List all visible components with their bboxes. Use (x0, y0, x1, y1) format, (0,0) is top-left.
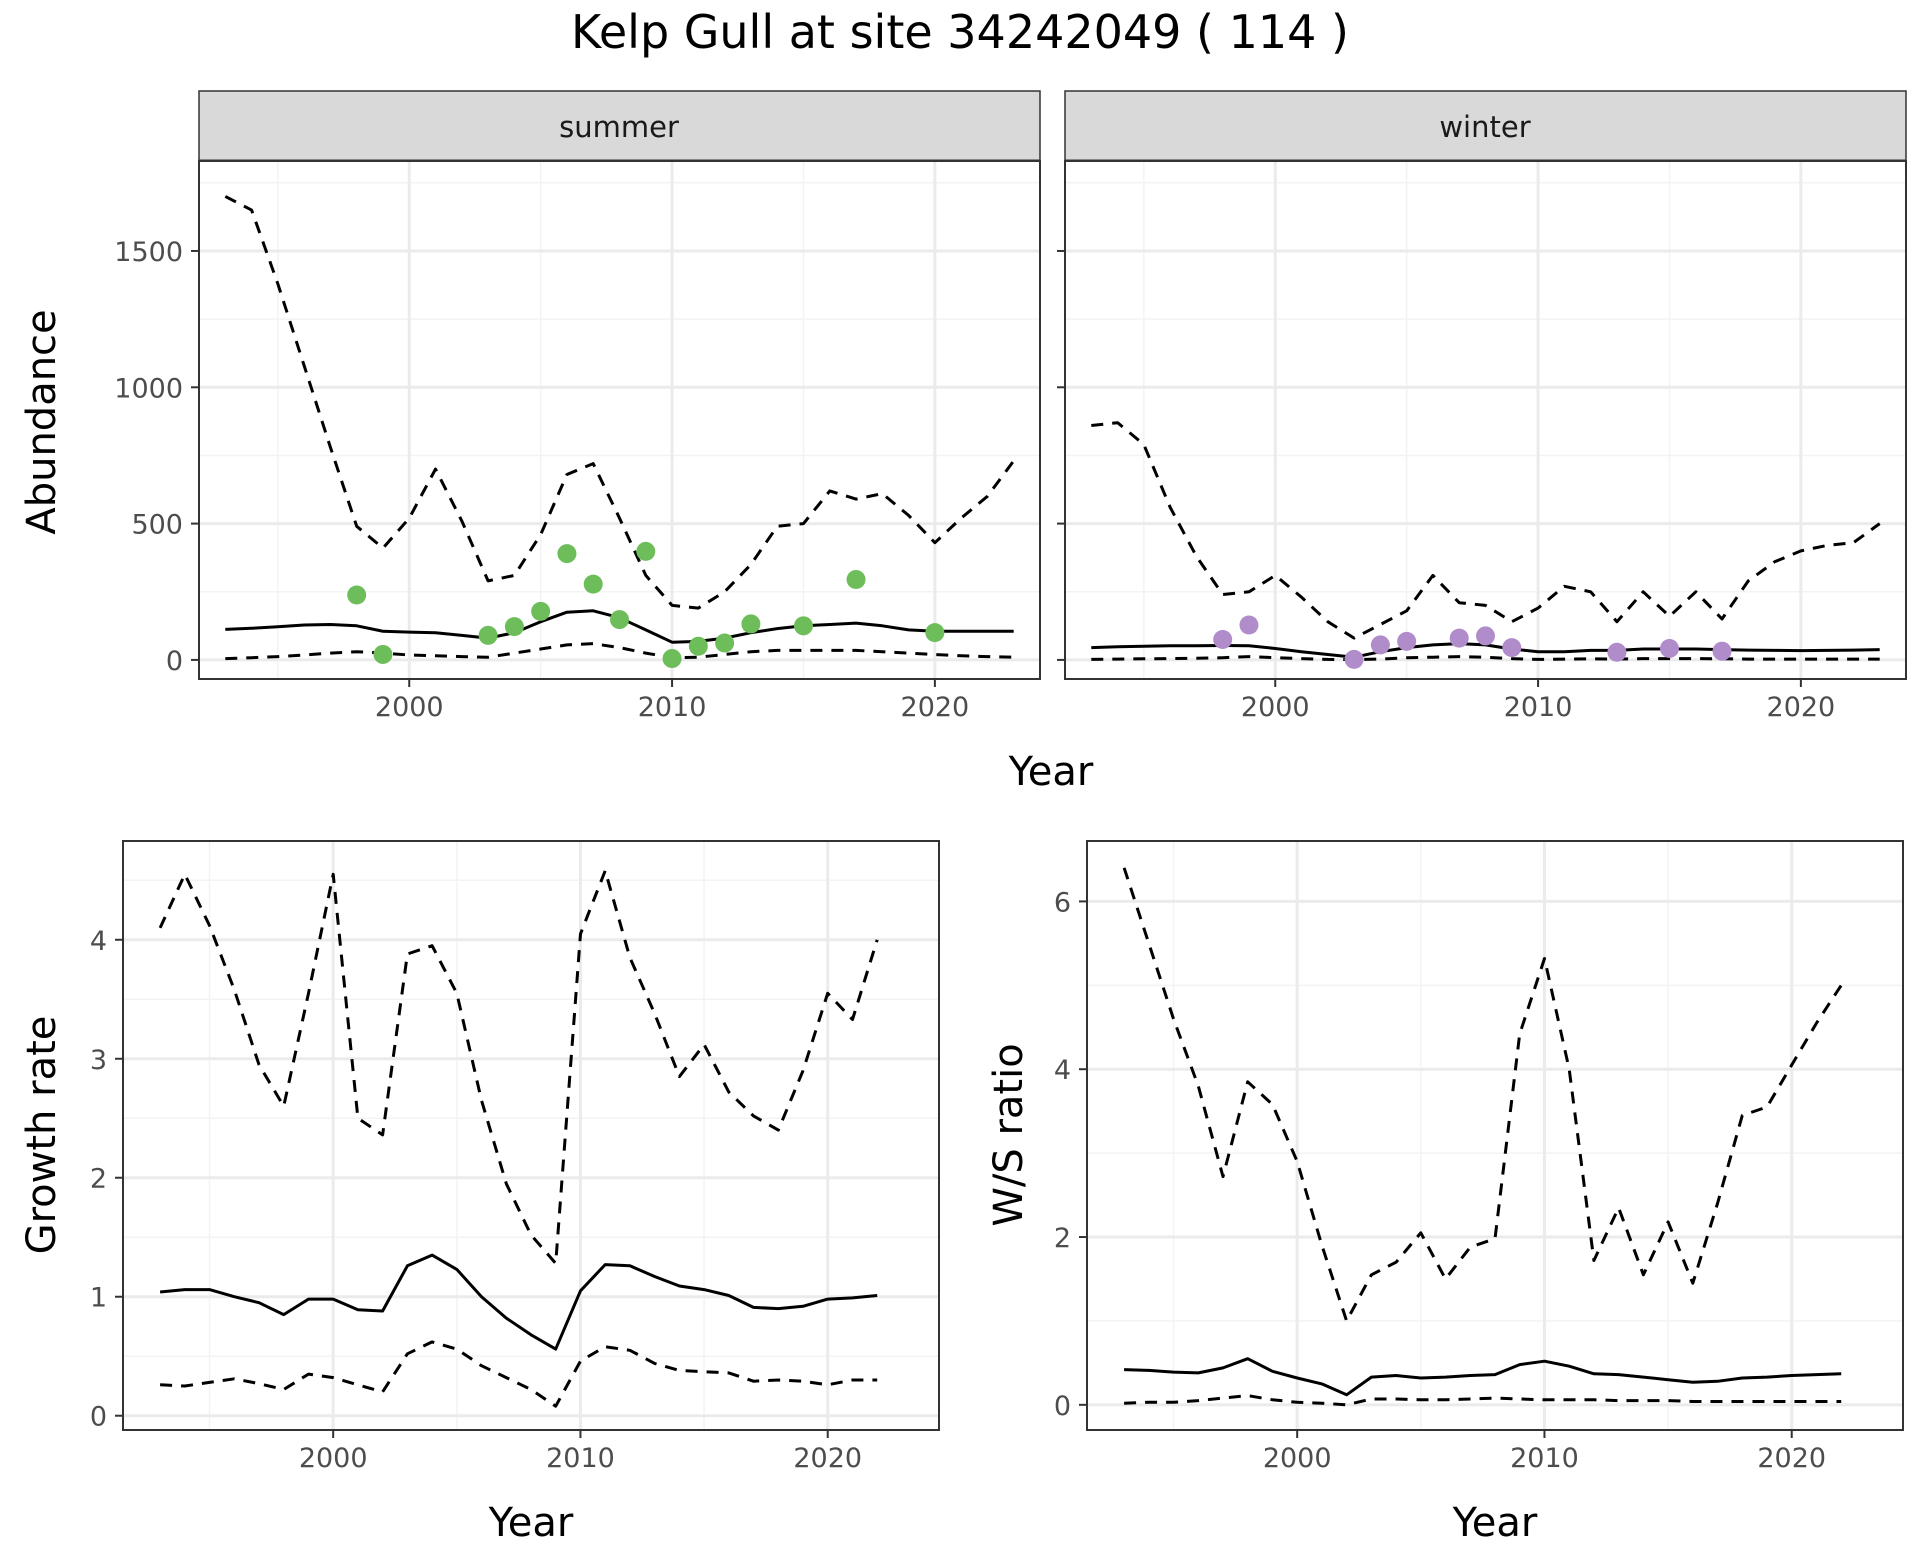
strip-summer-label: summer (559, 110, 679, 144)
summer-observation-point (846, 569, 866, 589)
summer-y-tick-label: 1000 (114, 373, 183, 404)
strip-summer-background (198, 90, 1041, 162)
winter-observation-point (1344, 649, 1364, 669)
winter-observation-point (1370, 635, 1390, 655)
summer-lower-bound-line (225, 642, 1014, 661)
winter-observation-point (1239, 615, 1259, 635)
winter-observation-point (1712, 641, 1732, 661)
summer-observation-point (688, 636, 708, 656)
ws-x-tick-label: 2010 (1510, 1443, 1579, 1474)
winter-observation-point (1502, 638, 1522, 658)
summer-observation-point (636, 541, 656, 561)
winter-upper-bound-line (1091, 421, 1881, 640)
winter-panel-border (1064, 160, 1907, 680)
chart-title: Kelp Gull at site 34242049 ( 114 ) (571, 5, 1349, 59)
winter-lower-bound-line (1091, 655, 1880, 662)
winter-observation-point (1659, 638, 1679, 658)
panel-winter: winter 2000 2010 2020 (1057, 90, 1907, 723)
panel-summer: summer 2000 2010 2020 0 500 1000 1500 (114, 90, 1041, 723)
growth-x-tick-label: 2010 (546, 1443, 615, 1474)
ws-x-tick-label: 2000 (1263, 1443, 1332, 1474)
panel-ws-ratio: 2000 2010 2020 0 2 4 6 Year W/S ratio (986, 840, 1904, 1546)
summer-observation-point (741, 614, 761, 634)
summer-observation-point (583, 574, 603, 594)
top-x-axis-title: Year (1008, 749, 1094, 795)
winter-observation-point (1449, 628, 1469, 648)
winter-observation-point (1397, 631, 1417, 651)
ws-estimate-line (1124, 1357, 1842, 1397)
ws-y-axis-title: W/S ratio (986, 1043, 1032, 1226)
growth-y-tick-label: 3 (90, 1045, 107, 1076)
summer-y-tick-label: 1500 (114, 237, 183, 268)
growth-x-tick-label: 2000 (299, 1443, 368, 1474)
ws-panel-border (1086, 840, 1904, 1431)
growth-y-tick-label: 0 (90, 1402, 107, 1433)
summer-observation-point (925, 623, 945, 643)
strip-winter-background (1064, 90, 1907, 162)
summer-observation-point (531, 601, 551, 621)
ws-x-axis-title: Year (1452, 1500, 1538, 1546)
summer-x-tick-label: 2020 (901, 692, 970, 723)
growth-x-tick-label: 2020 (793, 1443, 862, 1474)
summer-observation-point (478, 625, 498, 645)
summer-observation-point (610, 610, 629, 630)
winter-observation-point (1476, 626, 1495, 646)
winter-x-tick-label: 2000 (1241, 692, 1310, 723)
plot-winter: 2000 2010 2020 (1057, 160, 1907, 723)
panel-growth-rate: 2000 2010 2020 0 1 2 3 4 Year Growth rate (19, 840, 940, 1546)
growth-y-axis-title: Growth rate (19, 1016, 65, 1255)
ws-y-tick-label: 6 (1054, 887, 1071, 918)
summer-x-tick-label: 2010 (638, 692, 707, 723)
summer-observation-point (347, 585, 367, 605)
strip-winter-label: winter (1439, 110, 1530, 144)
growth-estimate-line (159, 1253, 878, 1351)
summer-observation-point (715, 633, 735, 653)
summer-x-tick-label: 2000 (375, 692, 444, 723)
summer-plot-background (199, 161, 1040, 679)
top-y-axis-title: Abundance (19, 309, 65, 534)
growth-x-axis-title: Year (488, 1500, 574, 1546)
ws-lower-bound-line (1124, 1394, 1842, 1407)
growth-y-tick-label: 1 (90, 1283, 107, 1314)
summer-y-tick-label: 500 (131, 510, 183, 541)
growth-plot-background (123, 841, 939, 1430)
summer-observation-point (373, 644, 393, 664)
growth-y-tick-label: 2 (90, 1164, 107, 1195)
growth-upper-bound-line (158, 869, 879, 1265)
plot-ws: 2000 2010 2020 0 2 4 6 (1054, 840, 1904, 1474)
winter-plot-background (1065, 161, 1906, 679)
plot-summer: 2000 2010 2020 0 500 1000 1500 (114, 160, 1041, 723)
summer-observation-point (557, 544, 577, 564)
summer-observation-point (504, 617, 524, 637)
ws-y-tick-label: 2 (1054, 1223, 1071, 1254)
summer-panel-border (198, 160, 1041, 680)
winter-x-tick-label: 2010 (1504, 692, 1573, 723)
summer-upper-bound-line (224, 195, 1015, 610)
ws-x-tick-label: 2020 (1757, 1443, 1826, 1474)
winter-observation-point (1607, 642, 1627, 662)
summer-observation-point (662, 649, 682, 669)
winter-observation-point (1213, 629, 1233, 649)
ws-y-tick-label: 0 (1054, 1391, 1071, 1422)
growth-y-tick-label: 4 (90, 926, 107, 957)
ws-upper-bound-line (1122, 867, 1843, 1323)
winter-x-tick-label: 2020 (1767, 692, 1836, 723)
summer-y-tick-label: 0 (166, 646, 183, 677)
ws-plot-background (1087, 841, 1903, 1430)
summer-observation-point (793, 616, 813, 636)
ws-y-tick-label: 4 (1054, 1055, 1071, 1086)
plot-growth: 2000 2010 2020 0 1 2 3 4 (90, 840, 940, 1474)
growth-panel-border (122, 840, 940, 1431)
growth-lower-bound-line (160, 1340, 878, 1408)
